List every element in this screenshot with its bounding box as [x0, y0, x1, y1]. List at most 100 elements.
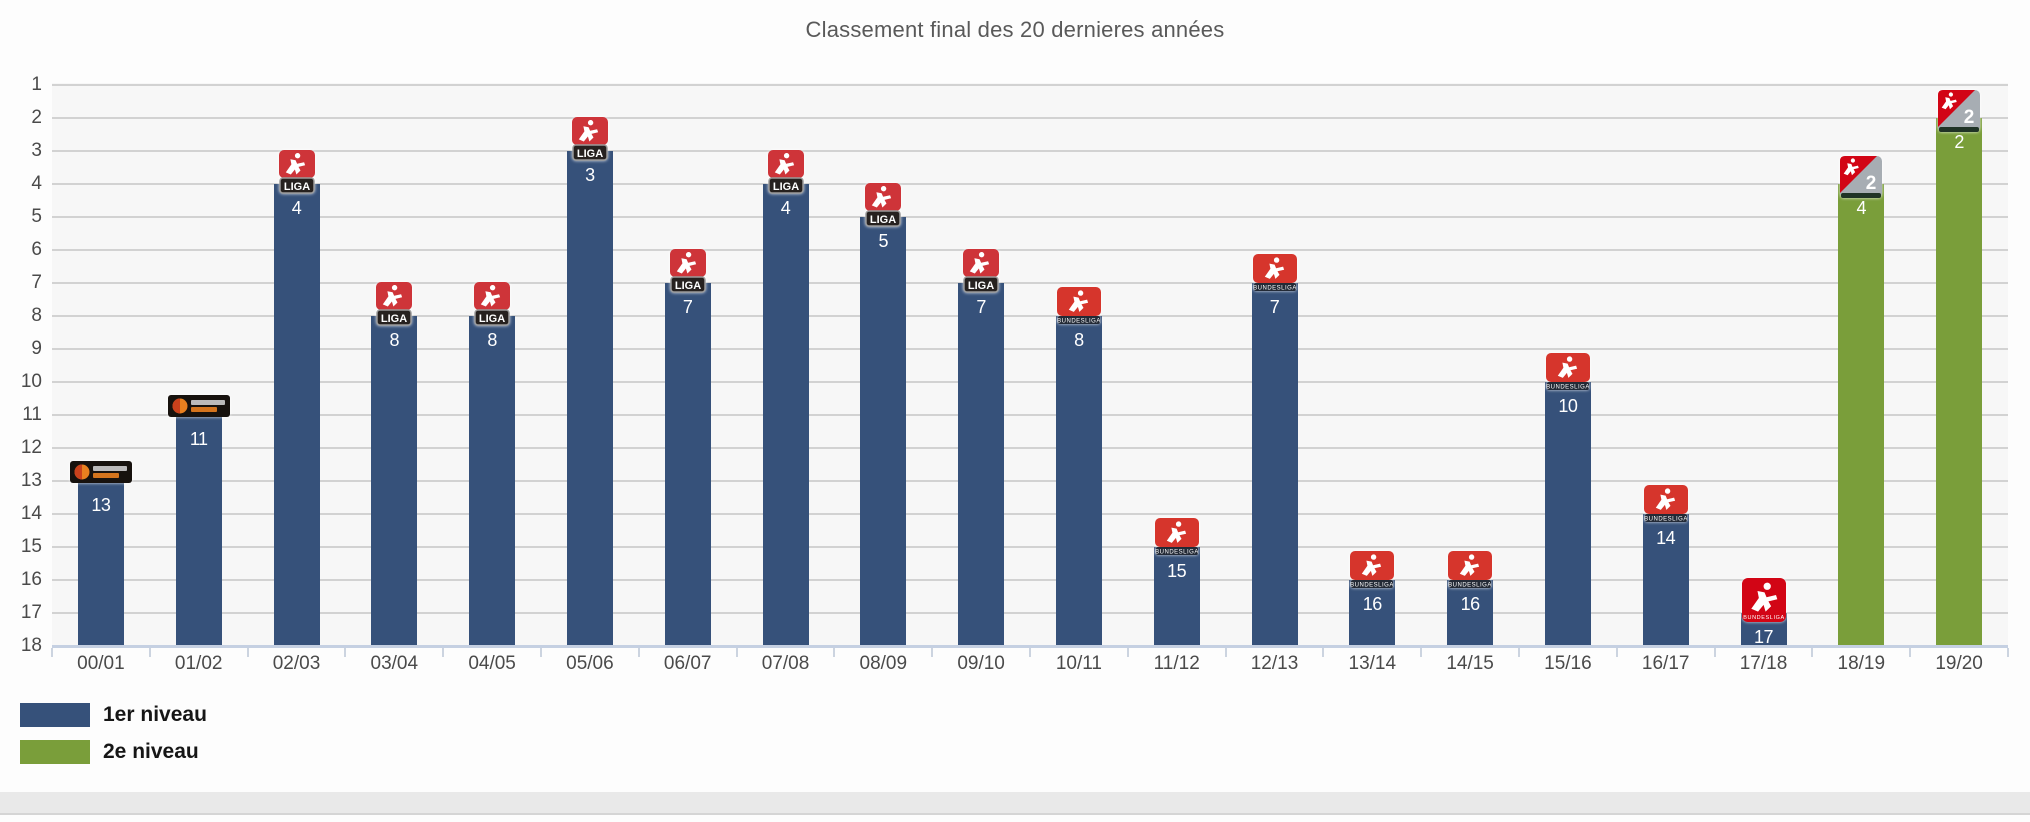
y-axis-tick-label: 4: [31, 173, 42, 194]
x-axis-tick-label: 02/03: [272, 653, 321, 674]
bar-15-16[interactable]: 10 BUNDESLIGA: [1544, 353, 1591, 647]
bar-value-label: 8: [1074, 330, 1084, 350]
x-axis-tick-label: 05/06: [566, 653, 614, 674]
bundesliga-logo-2010-icon: BUNDESLIGA: [1643, 485, 1689, 523]
y-axis-tick-label: 14: [20, 503, 42, 524]
bar-value-label: 13: [91, 495, 111, 515]
svg-text:LIGA: LIGA: [968, 280, 994, 292]
bar-value-label: 11: [189, 429, 208, 449]
bar-value-label: 14: [1656, 528, 1676, 548]
legend-item-level1[interactable]: 1er niveau: [20, 703, 207, 727]
bar-13-14[interactable]: 16 BUNDESLIGA: [1349, 551, 1396, 647]
legend-swatch-level1: [20, 703, 90, 727]
y-axis-tick-label: 13: [20, 470, 42, 491]
x-axis-tick: [1224, 648, 1227, 657]
bundesliga-logo-2017-icon: BUNDESLIGA: [1741, 578, 1786, 622]
y-axis-tick-label: 10: [20, 371, 42, 392]
x-axis-tick-label: 04/05: [468, 653, 516, 674]
bar-02-03[interactable]: 4 LIGA: [273, 150, 320, 647]
x-axis-tick: [344, 648, 347, 657]
bar-00-01[interactable]: 13: [69, 461, 132, 647]
bar-07-08[interactable]: 4 LIGA: [762, 150, 809, 647]
svg-text:BUNDESLIGA: BUNDESLIGA: [1057, 319, 1101, 325]
bar-value-label: 8: [487, 330, 497, 350]
bar-value-label: 7: [1269, 297, 1280, 317]
gridline: [52, 150, 2008, 152]
x-axis-tick: [2007, 648, 2009, 657]
x-axis-tick: [931, 648, 934, 657]
bar-14-15[interactable]: 16 BUNDESLIGA: [1447, 551, 1494, 647]
gridline: [52, 216, 2008, 218]
bar-value-label: 5: [878, 231, 889, 251]
x-axis-tick: [637, 648, 640, 657]
gridline: [52, 282, 2008, 284]
footer-bar: [0, 792, 2030, 815]
gridline: [52, 546, 2008, 548]
y-axis-tick-label: 8: [31, 305, 42, 326]
y-axis-tick-label: 1: [31, 74, 42, 95]
gridline: [52, 348, 2008, 350]
x-axis-tick: [1322, 648, 1325, 657]
bundesliga-logo-2002-icon: LIGA: [472, 282, 512, 327]
gridline: [52, 117, 2008, 119]
x-axis-tick: [735, 648, 738, 657]
svg-text:LIGA: LIGA: [675, 280, 701, 292]
bar-11-12[interactable]: 15 BUNDESLIGA: [1153, 518, 1200, 647]
bar-value-label: 4: [1856, 198, 1867, 218]
bar-08-09[interactable]: 5 LIGA: [860, 183, 907, 647]
x-axis-tick: [1909, 648, 1912, 657]
bar-03-04[interactable]: 8 LIGA: [371, 282, 418, 647]
svg-text:BUNDESLIGA: BUNDESLIGA: [1155, 550, 1199, 556]
svg-text:2: 2: [1964, 107, 1975, 128]
bar-16-17[interactable]: 14 BUNDESLIGA: [1642, 485, 1689, 647]
svg-text:LIGA: LIGA: [381, 313, 407, 325]
bundesliga-logo-2010-icon: BUNDESLIGA: [1056, 287, 1102, 325]
bar-01-02[interactable]: 11: [167, 395, 230, 647]
y-axis-tick-label: 12: [20, 437, 42, 458]
x-axis-tick: [1615, 648, 1618, 657]
bundesliga-logo-1997-icon: [167, 395, 230, 417]
gridline: [52, 381, 2008, 383]
bundesliga-logo-2002-icon: LIGA: [961, 249, 1001, 294]
y-axis-tick-label: 9: [31, 338, 42, 359]
gridline: [52, 315, 2008, 317]
svg-text:BUNDESLIGA: BUNDESLIGA: [1743, 615, 1784, 621]
bar-value-label: 10: [1558, 396, 1578, 416]
bar-05-06[interactable]: 3 LIGA: [566, 117, 613, 647]
x-axis-tick-label: 03/04: [370, 653, 419, 674]
bar-09-10[interactable]: 7 LIGA: [958, 249, 1005, 647]
svg-text:LIGA: LIGA: [577, 148, 603, 160]
svg-text:BUNDESLIGA: BUNDESLIGA: [1253, 286, 1297, 292]
bar-12-13[interactable]: 7 BUNDESLIGA: [1251, 254, 1298, 647]
x-axis-tick-label: 13/14: [1348, 653, 1397, 674]
y-axis-tick-label: 7: [31, 272, 42, 293]
bundesliga-logo-2002-icon: LIGA: [277, 150, 317, 195]
x-axis-tick: [1713, 648, 1716, 657]
x-axis-tick-label: 07/08: [761, 653, 810, 674]
bar-17-18[interactable]: 17 BUNDESLIGA: [1740, 578, 1787, 647]
2-bundesliga-logo-icon: 2: [1938, 90, 1981, 132]
x-axis-tick-label: 19/20: [1935, 653, 1983, 674]
bar-value-label: 4: [780, 198, 791, 218]
x-axis-tick-label: 11/12: [1153, 653, 1200, 674]
legend-item-level2[interactable]: 2e niveau: [20, 740, 207, 764]
x-axis-tick-label: 15/16: [1544, 653, 1592, 674]
x-axis-tick-label: 01/02: [174, 653, 223, 674]
y-axis-tick-label: 6: [31, 239, 42, 260]
y-axis-tick-label: 18: [20, 635, 42, 656]
bar-06-07[interactable]: 7 LIGA: [664, 249, 711, 647]
x-axis-tick-label: 18/19: [1837, 653, 1886, 674]
bar-10-11[interactable]: 8 BUNDESLIGA: [1055, 287, 1102, 647]
plot-area: 13 11 4 LIGA 8 LIGA 8 LIGA 3 LIGA 7 LIGA 4 LIGA 5 LIGA 7…: [52, 83, 2008, 647]
y-axis-tick-label: 17: [20, 602, 42, 623]
gridline: [52, 480, 2008, 482]
bundesliga-logo-2010-icon: BUNDESLIGA: [1349, 551, 1395, 589]
x-axis-tick: [833, 648, 836, 657]
bar-value-label: 16: [1362, 594, 1383, 614]
y-axis-tick-label: 15: [20, 536, 42, 557]
bundesliga-logo-2002-icon: LIGA: [863, 183, 903, 228]
bar-04-05[interactable]: 8 LIGA: [469, 282, 516, 647]
x-axis-tick-label: 14/15: [1446, 653, 1494, 674]
